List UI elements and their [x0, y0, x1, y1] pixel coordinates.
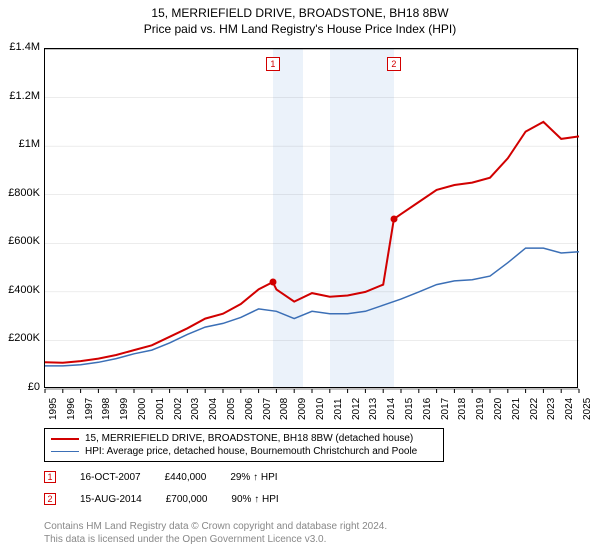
series-hpi — [45, 248, 579, 366]
x-axis-label: 2004 — [208, 398, 219, 420]
x-axis-label: 2002 — [173, 398, 184, 420]
price-chart: { "titles": { "main": "15, MERRIEFIELD D… — [0, 0, 600, 560]
x-axis-label: 2024 — [564, 398, 575, 420]
y-axis-label: £400K — [0, 284, 40, 296]
x-axis-label: 2019 — [475, 398, 486, 420]
legend-swatch — [51, 451, 79, 453]
transaction-marker-icon: 2 — [44, 493, 56, 505]
transaction-row: 1 16-OCT-2007 £440,000 29% ↑ HPI — [44, 471, 278, 483]
transaction-price: £440,000 — [165, 472, 207, 483]
x-axis-label: 1999 — [119, 398, 130, 420]
x-axis-label: 2023 — [546, 398, 557, 420]
footer-line: Contains HM Land Registry data © Crown c… — [44, 520, 387, 533]
x-axis-label: 2015 — [404, 398, 415, 420]
legend: 15, MERRIEFIELD DRIVE, BROADSTONE, BH18 … — [44, 428, 444, 462]
transaction-date: 15-AUG-2014 — [80, 494, 142, 505]
x-axis-label: 2021 — [511, 398, 522, 420]
transaction-row: 2 15-AUG-2014 £700,000 90% ↑ HPI — [44, 493, 279, 505]
plot-area: 12 — [44, 48, 578, 388]
x-axis-label: 2010 — [315, 398, 326, 420]
chart-title: 15, MERRIEFIELD DRIVE, BROADSTONE, BH18 … — [0, 6, 600, 20]
transaction-marker-icon: 1 — [44, 471, 56, 483]
y-axis-label: £1.2M — [0, 90, 40, 102]
x-axis-label: 2022 — [529, 398, 540, 420]
x-axis-label: 2017 — [440, 398, 451, 420]
x-axis-label: 2025 — [582, 398, 593, 420]
sale-marker-icon: 2 — [387, 57, 401, 71]
y-axis-label: £1M — [0, 138, 40, 150]
x-axis-label: 1995 — [48, 398, 59, 420]
series-property — [45, 122, 579, 363]
sale-point — [390, 216, 397, 223]
transaction-delta: 90% ↑ HPI — [231, 494, 278, 505]
x-axis-label: 2005 — [226, 398, 237, 420]
x-axis-label: 2012 — [351, 398, 362, 420]
x-axis-label: 1998 — [101, 398, 112, 420]
y-axis-label: £600K — [0, 235, 40, 247]
y-axis-label: £800K — [0, 187, 40, 199]
x-axis-label: 1997 — [84, 398, 95, 420]
x-axis-label: 2000 — [137, 398, 148, 420]
footer-line: This data is licensed under the Open Gov… — [44, 533, 387, 546]
x-axis-label: 2014 — [386, 398, 397, 420]
x-axis-label: 2008 — [279, 398, 290, 420]
chart-footer: Contains HM Land Registry data © Crown c… — [44, 520, 387, 546]
chart-subtitle: Price paid vs. HM Land Registry's House … — [0, 22, 600, 36]
x-axis-label: 2007 — [262, 398, 273, 420]
transaction-date: 16-OCT-2007 — [80, 472, 141, 483]
x-axis-label: 2003 — [190, 398, 201, 420]
x-axis-label: 2013 — [368, 398, 379, 420]
y-axis-label: £1.4M — [0, 41, 40, 53]
x-axis-label: 2011 — [333, 398, 344, 420]
chart-lines — [45, 49, 577, 387]
legend-label: 15, MERRIEFIELD DRIVE, BROADSTONE, BH18 … — [85, 433, 413, 444]
x-axis-label: 2016 — [422, 398, 433, 420]
transaction-delta: 29% ↑ HPI — [230, 472, 277, 483]
x-axis-label: 2020 — [493, 398, 504, 420]
transaction-price: £700,000 — [166, 494, 208, 505]
legend-item-property: 15, MERRIEFIELD DRIVE, BROADSTONE, BH18 … — [51, 432, 437, 445]
legend-label: HPI: Average price, detached house, Bour… — [85, 446, 417, 457]
sale-marker-icon: 1 — [266, 57, 280, 71]
x-axis-label: 1996 — [66, 398, 77, 420]
sale-point — [269, 279, 276, 286]
x-axis-label: 2018 — [457, 398, 468, 420]
y-axis-label: £200K — [0, 332, 40, 344]
y-axis-label: £0 — [0, 381, 40, 393]
x-axis-label: 2006 — [244, 398, 255, 420]
x-axis-label: 2001 — [155, 398, 166, 420]
legend-item-hpi: HPI: Average price, detached house, Bour… — [51, 445, 437, 458]
legend-swatch — [51, 438, 79, 440]
x-axis-label: 2009 — [297, 398, 308, 420]
